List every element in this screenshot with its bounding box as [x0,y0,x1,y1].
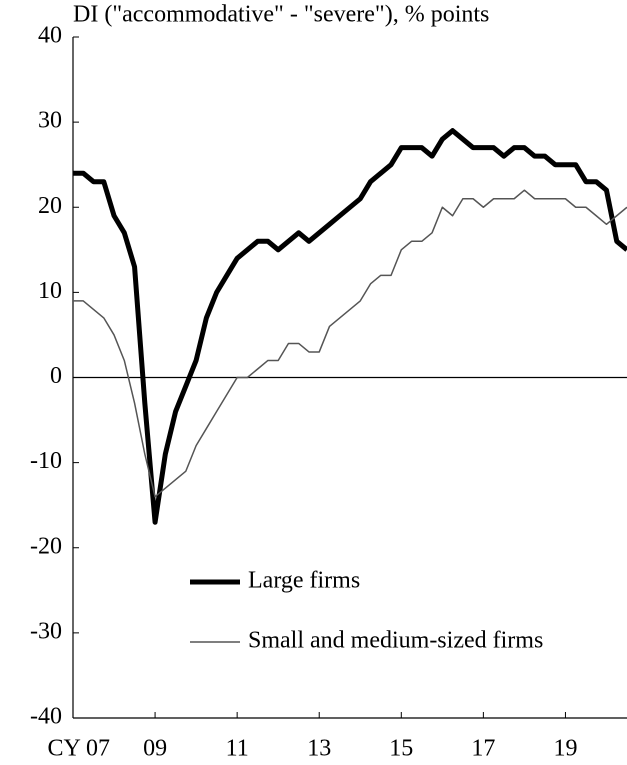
y-tick-label: -30 [30,618,62,644]
series-line [73,189,627,498]
x-tick-label: 17 [471,736,495,762]
y-tick-label: 0 [50,363,62,389]
chart-subtitle: DI ("accommodative" - "severe"), % point… [73,2,489,28]
legend-label: Large firms [248,568,360,594]
y-tick-label: 20 [38,193,62,219]
y-tick-label: 10 [38,278,62,304]
y-tick-label: -40 [30,704,62,730]
x-tick-label: 15 [389,736,413,762]
x-tick-label: 09 [143,736,167,762]
x-tick-label: CY 07 [48,736,110,762]
series-line [73,128,627,525]
x-tick-label: 13 [307,736,331,762]
x-tick-label: 19 [553,736,577,762]
y-tick-label: -10 [30,448,62,474]
y-tick-label: -20 [30,533,62,559]
y-tick-label: 30 [38,108,62,134]
x-tick-label: 11 [226,736,249,762]
y-tick-label: 40 [38,23,62,49]
legend-label: Small and medium-sized firms [248,628,543,654]
